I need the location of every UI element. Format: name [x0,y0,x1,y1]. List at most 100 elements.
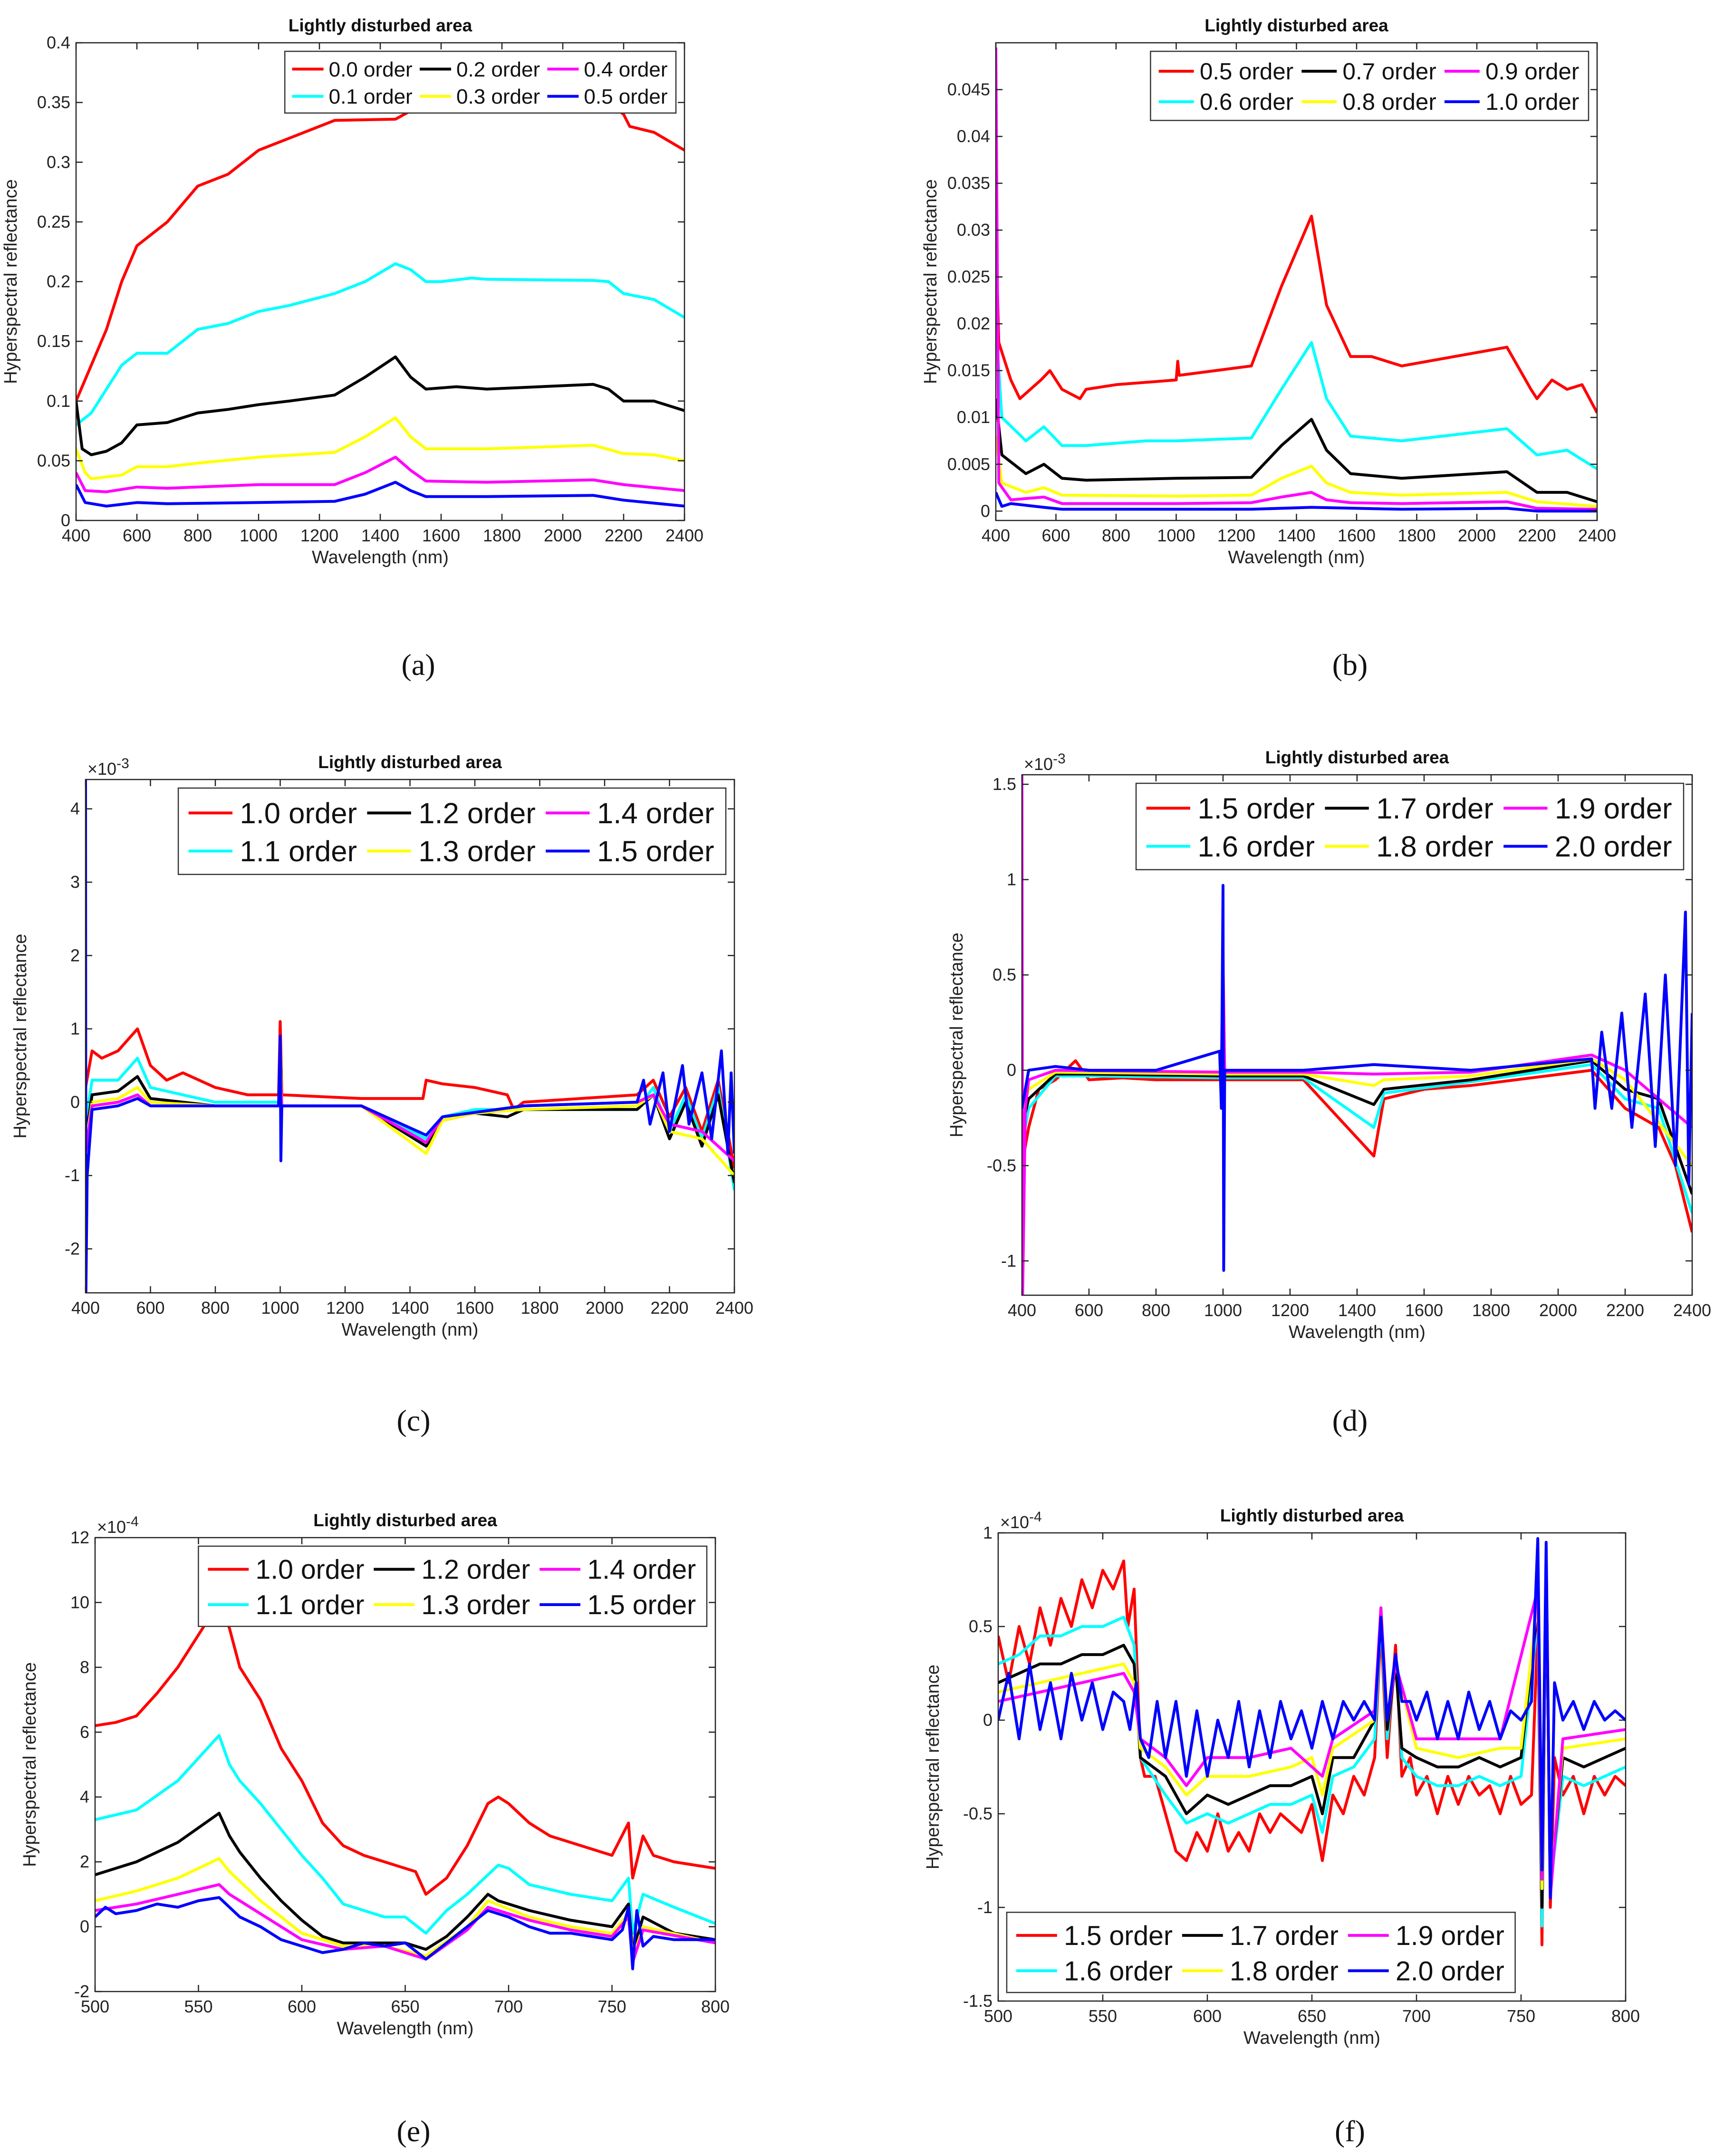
chart-e-title: Lightly disturbed area [313,1511,497,1530]
chart-a-subcaption: (a) [401,648,435,682]
chart-a-xtick-label: 1400 [361,526,399,545]
chart-d-legend: 1.5 order 1.6 order 1.7 order 1.8 order 1.9 … [1135,782,1685,870]
chart-a-xtick-label: 2400 [665,526,703,545]
chart-a-legend-label-5: 0.5 order [584,85,667,108]
chart-b-series-group [996,47,1597,513]
chart-f-legend-label-2: 1.7 order [1230,1921,1339,1951]
chart-c-ytick-label: 2 [70,945,80,965]
chart-f-series-line-5 [998,1537,1626,1900]
chart-f: 500 550 600 650 700 750 800 -1.5 -1 -0.5 0 0.5 1 ×10-… [923,1506,1640,2148]
chart-b-xtick-label: 600 [1041,526,1070,545]
chart-d-xtick-label: 2400 [1673,1300,1711,1320]
chart-d-xtick-label: 400 [1008,1300,1036,1320]
chart-e-legend-label-1: 1.1 order [255,1590,364,1620]
chart-c-xtick-label: 1200 [326,1298,364,1318]
chart-d-ytick-label: -1 [1001,1251,1016,1270]
chart-a-series-line-2 [76,355,684,456]
chart-b-legend-label-4: 0.9 order [1485,58,1579,85]
chart-a-series-line-1 [76,262,684,426]
chart-f-xtick-label: 650 [1298,2006,1326,2026]
chart-e-series-line-0 [95,1601,715,1896]
chart-b-ylabel: Hyperspectral reflectance [921,179,941,384]
chart-d-xtick-label: 1000 [1204,1300,1242,1320]
chart-a-xtick-label: 600 [123,526,151,545]
chart-d-ytick-label: -0.5 [987,1155,1016,1175]
chart-f-ylabel: Hyperspectral reflectance [923,1665,943,1869]
chart-c-xtick-label: 600 [136,1298,164,1318]
chart-a-series-line-3 [76,416,684,481]
chart-c-title: Lightly disturbed area [318,752,502,772]
chart-f-xtick-label: 800 [1611,2006,1640,2026]
chart-f-xtick-label: 600 [1193,2006,1222,2026]
chart-e-series-line-1 [95,1734,715,1935]
chart-d-ytick-label: 1 [1007,870,1016,889]
chart-d-legend-label-1: 1.6 order [1197,830,1315,863]
chart-c-series-group [86,780,734,1293]
chart-f-legend: 1.5 order 1.6 order 1.7 order 1.8 order 1.9 … [1006,1912,1516,1993]
chart-a-xtick-label: 2000 [544,526,582,545]
chart-a-xtick-label: 2200 [605,526,643,545]
chart-c-xtick-label: 2200 [650,1298,688,1318]
chart-a-series-line-5 [76,481,684,508]
chart-f-legend-label-4: 1.9 order [1396,1921,1504,1951]
chart-a-ytick-label: 0.35 [37,93,70,112]
chart-d-legend-label-5: 2.0 order [1555,830,1672,863]
chart-c-legend-label-5: 1.5 order [597,835,714,868]
chart-b-legend-box [1150,50,1590,121]
chart-e-xtick-label: 750 [597,1997,626,2016]
chart-e: 500 550 600 650 700 750 800 -2 0 2 4 6 8 10 12 ×10-4 Lig… [20,1511,730,2148]
chart-c-xtick-label: 2400 [715,1298,753,1318]
chart-c-xlabel: Wavelength (nm) [342,1320,479,1340]
chart-d-exponent-label: ×10-3 [1024,751,1066,774]
chart-e-ytick-label: 0 [80,1917,89,1936]
chart-d-xtick-label: 2000 [1539,1300,1577,1320]
chart-b-xlabel: Wavelength (nm) [1228,548,1365,568]
chart-f-ytick-label: -1 [977,1897,992,1917]
chart-e-legend-label-3: 1.3 order [421,1590,530,1620]
chart-e-ytick-label: 10 [70,1592,89,1612]
chart-b-ytick-label: 0.005 [947,454,990,474]
chart-d-series-group [1022,775,1692,1295]
chart-f-ytick-label: -0.5 [963,1804,992,1823]
chart-a-ytick-label: 0.3 [47,152,70,172]
chart-b-legend-label-1: 0.6 order [1200,89,1293,115]
chart-d-xtick-label: 800 [1142,1300,1170,1320]
chart-f-series-group [998,1537,1626,1946]
chart-c-ytick-label: 0 [70,1092,80,1112]
chart-b-series-line-2 [996,398,1597,503]
chart-a-ytick-label: 0.05 [37,451,70,470]
chart-f-legend-label-3: 1.8 order [1230,1956,1339,1986]
chart-b-xtick-label: 800 [1102,526,1130,545]
chart-d-ytick-label: 1.5 [992,774,1016,794]
chart-b-xtick-label: 2000 [1458,526,1496,545]
chart-f-xtick-label: 500 [984,2006,1012,2026]
chart-b-ytick-label: 0.01 [957,407,990,427]
chart-e-ylabel: Hyperspectral reflectance [20,1662,40,1867]
chart-b-legend-label-2: 0.7 order [1343,58,1436,85]
chart-c-xtick-label: 800 [201,1298,230,1318]
chart-c-legend-label-3: 1.3 order [418,835,536,868]
chart-c-series-line-3 [86,1064,734,1177]
chart-f-ytick-label: 0 [983,1710,992,1730]
chart-e-ytick-label: 6 [80,1722,89,1742]
chart-b-series-line-0 [996,214,1597,414]
chart-d-legend-label-3: 1.8 order [1376,830,1493,863]
chart-f-legend-label-0: 1.5 order [1064,1921,1173,1951]
chart-e-xtick-label: 800 [701,1997,730,2016]
chart-a-xtick-label: 1000 [240,526,278,545]
chart-a-series-group [76,87,684,508]
chart-c-ytick-label: 3 [70,872,80,892]
chart-f-exponent-label: ×10-4 [1000,1509,1042,1532]
chart-d-subcaption: (d) [1332,1404,1368,1437]
chart-a-title: Lightly disturbed area [289,16,472,35]
chart-f-xtick-label: 550 [1089,2006,1117,2026]
chart-a-xtick-label: 400 [62,526,90,545]
chart-e-xtick-label: 600 [288,1997,316,2016]
chart-a-series-line-4 [76,455,684,493]
chart-a-legend-box [284,50,677,114]
chart-f-ytick-label: -1.5 [963,1991,992,2011]
chart-a-ytick-label: 0 [61,510,70,530]
chart-d-legend-label-0: 1.5 order [1197,792,1315,825]
chart-a-ylabel: Hyperspectral reflectance [1,179,21,384]
